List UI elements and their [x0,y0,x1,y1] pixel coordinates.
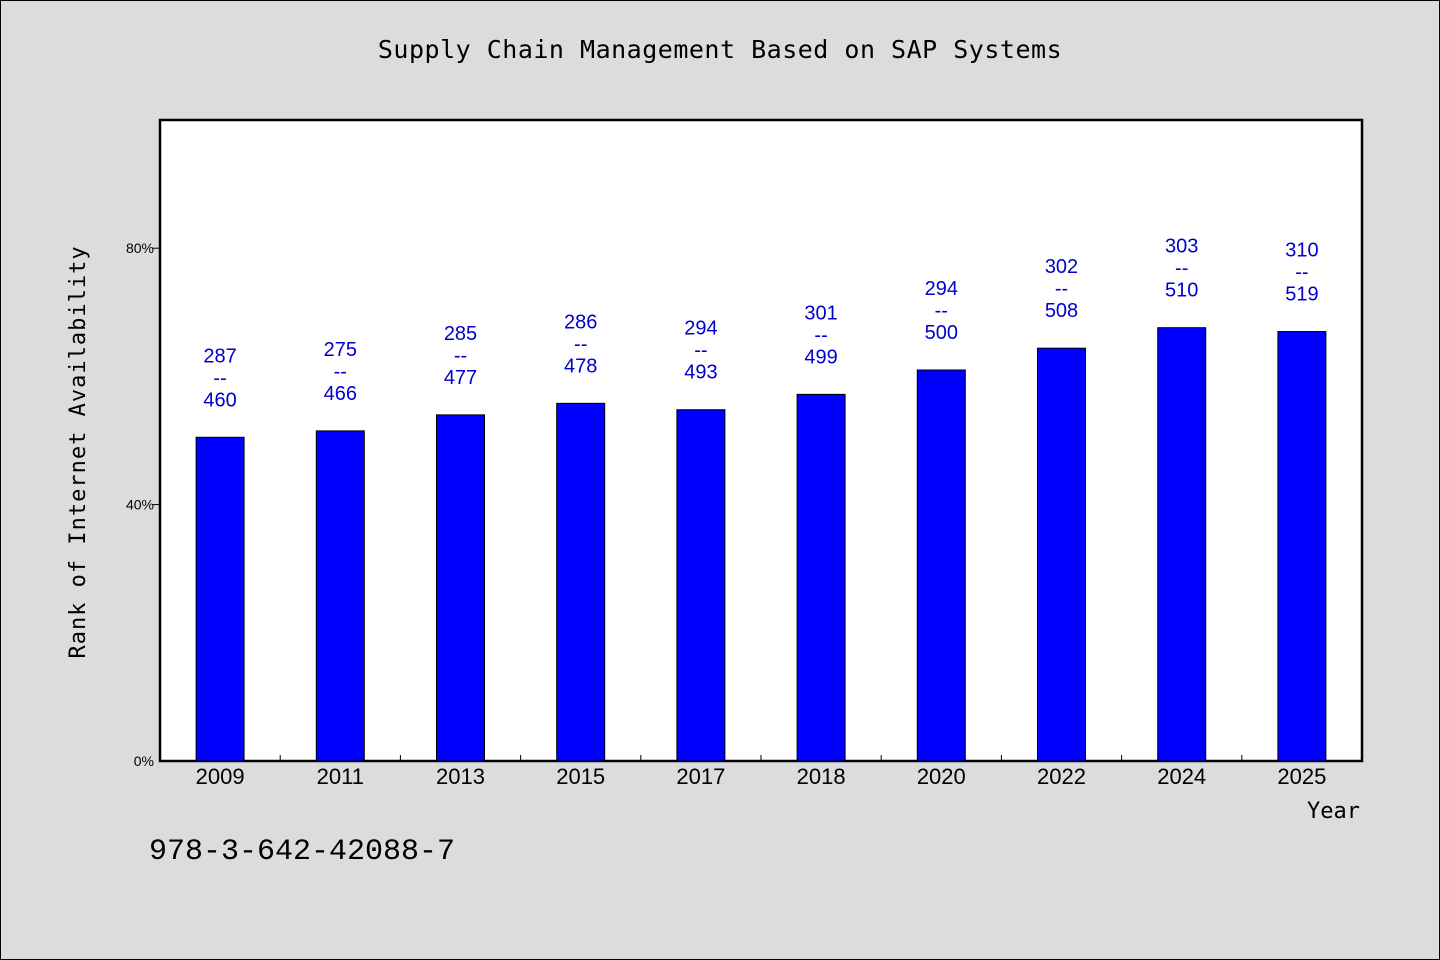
bar [676,409,726,762]
data-label-top: 294 [925,278,958,300]
bar [796,393,846,762]
data-label-separator: -- [935,300,948,322]
bar [916,369,966,762]
data-label-bottom: 478 [564,355,597,377]
data-label-top: 287 [203,345,236,367]
data-label-top: 301 [804,302,837,324]
data-label-top: 310 [1285,240,1318,262]
data-label-top: 294 [684,318,717,340]
data-label-separator: -- [1175,258,1188,280]
data-label-top: 303 [1165,236,1198,258]
bar [556,402,606,762]
data-label-separator: -- [814,324,827,346]
x-tick-label: 2024 [1157,764,1206,789]
x-tick-label: 2018 [797,764,846,789]
bar [315,430,365,762]
data-label-top: 286 [564,311,597,333]
data-label-separator: -- [454,345,467,367]
data-label-separator: -- [334,361,347,383]
data-label-separator: -- [1295,262,1308,284]
data-label-top: 285 [444,323,477,345]
bar [195,436,245,762]
data-label-separator: -- [213,367,226,389]
bar [1157,327,1207,762]
data-label-bottom: 460 [203,389,236,411]
data-label-bottom: 499 [804,346,837,368]
bar [436,414,485,762]
y-tick-label: 80% [126,240,154,256]
data-label-bottom: 466 [324,383,357,405]
x-tick-label: 2022 [1037,764,1086,789]
data-label-top: 275 [324,339,357,361]
data-label-top: 302 [1045,256,1078,278]
data-label-separator: -- [694,340,707,362]
data-label-bottom: 510 [1165,280,1198,302]
data-label-bottom: 493 [684,362,717,384]
bar [1037,347,1086,762]
data-label-bottom: 500 [925,322,958,344]
data-label-separator: -- [574,333,587,355]
isbn-label: 978-3-642-42088-7 [149,835,456,869]
data-label-bottom: 508 [1045,300,1078,322]
x-tick-label: 2009 [196,764,245,789]
bar [1277,331,1327,762]
x-tick-label: 2017 [676,764,725,789]
data-label-bottom: 519 [1285,284,1318,306]
x-tick-label: 2025 [1277,764,1326,789]
x-tick-label: 2020 [917,764,966,789]
x-tick-label: 2013 [436,764,485,789]
y-axis-label: Rank of Internet Availability [66,245,91,658]
x-tick-label: 2011 [317,764,364,789]
y-tick-label: 40% [126,497,154,513]
x-tick-label: 2015 [556,764,605,789]
chart-title: Supply Chain Management Based on SAP Sys… [377,35,1063,64]
x-axis-label: Year [1307,799,1360,824]
data-label-separator: -- [1055,278,1068,300]
data-label-bottom: 477 [444,367,477,389]
y-tick-label: 0% [134,753,154,769]
